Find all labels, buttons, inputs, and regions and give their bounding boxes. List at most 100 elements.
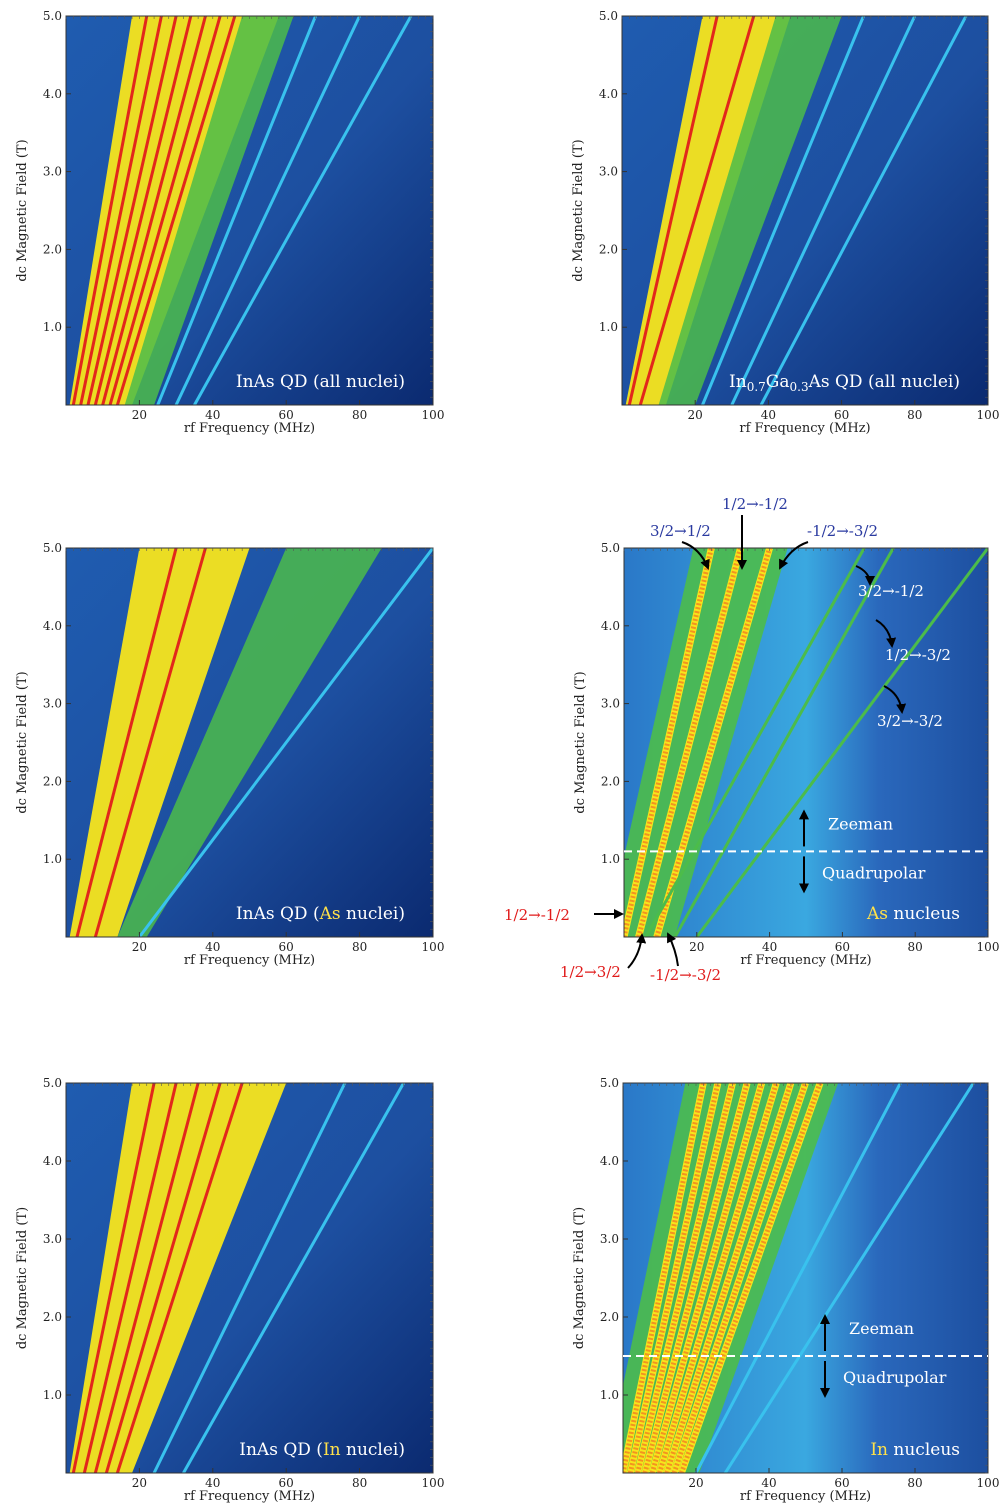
series-line-red: [115, 16, 237, 405]
x-tick-label: 100: [422, 408, 445, 422]
series-line-red: [93, 548, 207, 937]
transition-label-white: 1/2→-3/2: [885, 646, 951, 664]
y-tick-label: 4.0: [600, 1154, 619, 1168]
x-tick-label: 40: [205, 940, 220, 954]
series-line-glow: [623, 1083, 707, 1473]
x-tick-label: 60: [834, 408, 849, 422]
transition-label-blue: 3/2→1/2: [650, 522, 711, 540]
x-tick-label: 100: [422, 940, 445, 954]
x-tick-label: 20: [132, 1476, 147, 1490]
x-tick-label: 80: [907, 408, 922, 422]
series-line-yellow-dotted: [671, 1083, 808, 1473]
x-tick-label: 60: [279, 408, 294, 422]
series-line-red: [79, 16, 163, 405]
x-tick-label: 80: [352, 940, 367, 954]
panel-6: 20 40 60 80 100 1.0 2.0 3.0 4.0 5.0 rf Frequency (…: [572, 1076, 999, 1504]
x-axis-label: rf Frequency (MHz): [184, 421, 315, 436]
series-line-green: [644, 548, 866, 937]
y-tick-label: 1.0: [43, 852, 62, 866]
y-tick-label: 1.0: [43, 320, 62, 334]
quadrupolar-label: Quadrupolar: [843, 1368, 947, 1387]
series-band-green: [658, 16, 842, 405]
series-line-cyan: [182, 1083, 405, 1473]
series-line-red: [108, 16, 222, 405]
y-tick-label: 3.0: [601, 697, 620, 711]
x-tick-label: 80: [907, 1476, 922, 1490]
y-tick-label: 5.0: [601, 541, 620, 555]
y-tick-label: 1.0: [600, 1388, 619, 1402]
x-tick-label: 100: [977, 408, 1000, 422]
x-tick-label: 60: [279, 940, 294, 954]
x-tick-label: 40: [205, 408, 220, 422]
series-line-glow: [656, 1083, 780, 1473]
transition-label-white: 3/2→-3/2: [877, 712, 943, 730]
series-band-yellow: [69, 1083, 287, 1473]
x-tick-label: 20: [689, 940, 704, 954]
series-line-yellow-dotted: [627, 1083, 721, 1473]
series-line-cyan: [152, 1083, 347, 1473]
y-tick-label: 4.0: [599, 87, 618, 101]
transition-label-red: 1/2→-1/2: [504, 906, 570, 924]
panel-label: InAs QD (As nuclei): [236, 904, 405, 924]
y-tick-label: 2.0: [601, 774, 620, 788]
series-line-red: [638, 16, 756, 405]
quadrupolar-label: Quadrupolar: [822, 863, 926, 882]
x-tick-label: 60: [279, 1476, 294, 1490]
transition-label-red: -1/2→-3/2: [650, 966, 721, 984]
panel-3: 20 40 60 80 100 1.0 2.0 3.0 4.0 5.0 rf Frequency (…: [15, 541, 444, 968]
zeeman-label: Zeeman: [828, 814, 893, 833]
series-band-green: [117, 548, 382, 937]
transition-label-blue: 1/2→-1/2: [722, 495, 788, 513]
x-axis-label: rf Frequency (MHz): [184, 953, 315, 968]
x-tick-label: 100: [977, 1476, 1000, 1490]
y-tick-label: 5.0: [43, 541, 62, 555]
series-line-yellow-dotted: [654, 548, 773, 937]
plot-area: [69, 1083, 405, 1473]
y-tick-label: 2.0: [43, 1310, 62, 1324]
series-line-yellow-dotted: [635, 1083, 735, 1473]
y-tick-label: 3.0: [43, 165, 62, 179]
y-tick-label: 5.0: [600, 1076, 619, 1090]
x-tick-label: 20: [132, 408, 147, 422]
x-tick-label: 20: [688, 1476, 703, 1490]
as-transition-annotations: 1/2→-1/2 3/2→1/2 -1/2→-3/2 3/2→-1/2 1/2→-3/2…: [504, 495, 951, 984]
x-axis-label: rf Frequency (MHz): [740, 1489, 871, 1504]
y-axis-label: dc Magnetic Field (T): [572, 1207, 587, 1349]
series-line-yellow-dotted: [679, 1083, 823, 1473]
x-tick-label: 80: [908, 940, 923, 954]
y-tick-label: 2.0: [600, 1310, 619, 1324]
series-line-yellow-dotted: [636, 548, 743, 937]
series-line-cyan: [723, 1083, 975, 1473]
series-line-green: [673, 548, 895, 937]
y-tick-label: 2.0: [599, 242, 618, 256]
series-line-cyan: [193, 16, 413, 405]
x-axis-label: rf Frequency (MHz): [739, 421, 870, 436]
y-tick-label: 1.0: [43, 1388, 62, 1402]
series-line-red: [82, 1083, 178, 1473]
panel-4: 20 40 60 80 100 1.0 2.0 3.0 4.0 5.0 rf Frequency (…: [573, 541, 999, 968]
plot-area: [625, 16, 968, 405]
zeeman-label: Zeeman: [849, 1319, 914, 1338]
series-line-green: [695, 548, 988, 937]
x-tick-label: 80: [352, 1476, 367, 1490]
y-axis-label: dc Magnetic Field (T): [15, 139, 30, 281]
plot-area: [69, 548, 433, 937]
series-line-red: [101, 16, 207, 405]
transition-label-blue: -1/2→-3/2: [807, 522, 878, 540]
transition-label-white: 3/2→-1/2: [858, 582, 924, 600]
y-tick-label: 2.0: [43, 242, 62, 256]
y-tick-label: 1.0: [601, 852, 620, 866]
plot-area: [623, 1083, 975, 1473]
y-tick-label: 4.0: [43, 619, 62, 633]
series-line-cyan: [174, 16, 361, 405]
x-tick-label: 100: [422, 1476, 445, 1490]
y-axis-label: dc Magnetic Field (T): [571, 139, 586, 281]
y-axis-label: dc Magnetic Field (T): [15, 1207, 30, 1349]
panel-label: InAs QD (In nuclei): [239, 1440, 405, 1460]
series-line-yellow-dotted: [649, 1083, 765, 1473]
series-line-cyan: [759, 16, 968, 405]
series-line-cyan: [156, 16, 317, 405]
series-line-yellow-dotted: [664, 1083, 794, 1473]
series-line-red: [115, 1083, 244, 1473]
